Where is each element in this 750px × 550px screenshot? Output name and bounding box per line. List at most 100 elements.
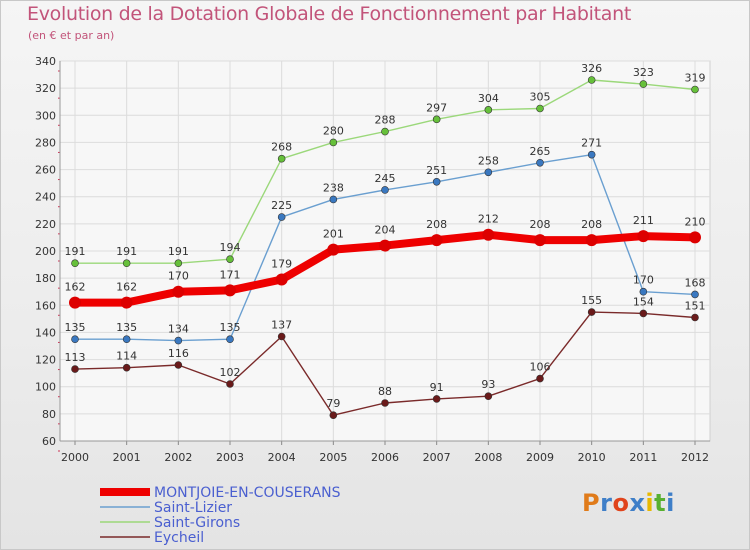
- y-tick-label: 220: [35, 218, 56, 231]
- data-point-montjoie-en-couserans: [224, 284, 236, 297]
- data-label-eycheil: 151: [685, 300, 706, 313]
- data-label-saint-lizier: 135: [65, 321, 86, 334]
- data-label-eycheil: 93: [481, 378, 495, 391]
- proxiti-logo: Proxiti: [582, 489, 675, 517]
- data-point-saint-lizier: [277, 213, 286, 221]
- data-point-saint-lizier: [329, 195, 338, 204]
- legend-label-montjoie-en-couserans: MONTJOIE-EN-COUSERANS: [154, 485, 341, 501]
- legend-label-saint-girons: Saint-Girons: [154, 515, 240, 531]
- data-point-saint-girons: [71, 259, 79, 268]
- x-tick-label: 2008: [474, 451, 502, 464]
- data-label-saint-girons: 326: [581, 62, 602, 75]
- x-tick-label: 2002: [164, 451, 192, 464]
- data-point-saint-girons: [691, 85, 699, 94]
- chart-subtitle: (en € et par an): [28, 29, 115, 42]
- data-label-saint-girons: 305: [530, 91, 551, 104]
- data-point-saint-lizier: [484, 168, 493, 177]
- data-point-saint-lizier: [432, 177, 441, 186]
- data-label-saint-girons: 280: [323, 124, 344, 137]
- y-tick-label: 60: [42, 435, 56, 448]
- legend-label-eycheil: Eycheil: [154, 530, 204, 546]
- data-point-montjoie-en-couserans: [430, 234, 443, 247]
- data-point-saint-lizier: [691, 290, 699, 299]
- data-point-eycheil: [329, 411, 338, 420]
- data-point-saint-lizier: [71, 335, 79, 344]
- y-tick-label: 120: [35, 354, 56, 367]
- data-label-montjoie-en-couserans: 211: [633, 214, 654, 227]
- data-point-eycheil: [691, 313, 699, 322]
- data-point-montjoie-en-couserans: [585, 234, 598, 247]
- data-label-saint-lizier: 258: [478, 154, 499, 167]
- data-point-saint-lizier: [381, 186, 389, 194]
- y-tick-label: 100: [35, 381, 56, 394]
- data-label-eycheil: 116: [168, 347, 189, 360]
- data-point-montjoie-en-couserans: [482, 228, 495, 241]
- data-label-saint-lizier: 238: [323, 181, 344, 194]
- data-point-montjoie-en-couserans: [327, 243, 340, 256]
- y-tick-label: 300: [35, 109, 56, 122]
- data-label-montjoie-en-couserans: 171: [220, 268, 241, 281]
- data-label-montjoie-en-couserans: 162: [65, 281, 86, 294]
- data-point-montjoie-en-couserans: [534, 234, 546, 247]
- data-label-montjoie-en-couserans: 208: [426, 218, 447, 231]
- data-label-saint-girons: 268: [271, 141, 292, 154]
- data-point-montjoie-en-couserans: [379, 239, 391, 252]
- data-point-saint-girons: [536, 104, 544, 113]
- y-tick-label: 340: [35, 55, 56, 68]
- logo-letter: t: [654, 489, 667, 517]
- data-label-saint-girons: 323: [633, 66, 654, 79]
- y-tick-label: 180: [35, 272, 56, 285]
- data-point-saint-lizier: [587, 150, 596, 159]
- data-point-eycheil: [484, 392, 493, 401]
- data-point-saint-girons: [432, 115, 441, 124]
- logo-letter: r: [600, 489, 613, 517]
- data-label-eycheil: 137: [271, 319, 292, 332]
- data-label-montjoie-en-couserans: 162: [116, 281, 137, 294]
- data-point-eycheil: [71, 365, 79, 373]
- x-tick-label: 2012: [681, 451, 709, 464]
- data-point-montjoie-en-couserans: [120, 296, 133, 309]
- data-point-saint-lizier: [226, 335, 234, 344]
- x-tick-label: 2006: [371, 451, 399, 464]
- data-label-eycheil: 154: [633, 295, 654, 308]
- data-point-saint-girons: [639, 80, 648, 88]
- data-label-eycheil: 88: [378, 385, 392, 398]
- data-point-saint-girons: [484, 106, 493, 114]
- y-tick-label: 320: [35, 82, 56, 95]
- data-label-saint-girons: 194: [220, 241, 241, 254]
- data-point-saint-girons: [174, 259, 183, 268]
- logo-letter: i: [666, 489, 675, 517]
- data-point-eycheil: [587, 308, 596, 316]
- data-label-eycheil: 106: [530, 361, 551, 374]
- x-tick-label: 2000: [61, 451, 89, 464]
- data-label-eycheil: 91: [430, 381, 444, 394]
- data-point-eycheil: [432, 395, 441, 403]
- data-label-saint-lizier: 135: [116, 321, 137, 334]
- data-point-saint-girons: [122, 259, 131, 268]
- data-point-eycheil: [174, 361, 183, 369]
- data-point-eycheil: [122, 363, 131, 372]
- data-label-montjoie-en-couserans: 210: [685, 215, 706, 228]
- y-tick-label: 280: [35, 136, 56, 149]
- data-label-saint-girons: 297: [426, 101, 447, 114]
- x-tick-label: 2010: [578, 451, 606, 464]
- data-label-eycheil: 79: [326, 397, 340, 410]
- data-point-saint-girons: [329, 138, 338, 147]
- data-label-montjoie-en-couserans: 208: [530, 218, 551, 231]
- data-label-saint-lizier: 168: [685, 276, 706, 289]
- x-tick-label: 2005: [319, 451, 347, 464]
- x-tick-label: 2007: [423, 451, 451, 464]
- data-point-montjoie-en-couserans: [69, 296, 81, 309]
- data-point-saint-lizier: [122, 335, 131, 344]
- y-tick-label: 200: [35, 245, 56, 258]
- y-tick-label: 140: [35, 326, 56, 339]
- x-tick-label: 2003: [216, 451, 244, 464]
- data-label-saint-lizier: 225: [271, 199, 292, 212]
- data-label-montjoie-en-couserans: 170: [168, 270, 189, 283]
- data-label-saint-lizier: 251: [426, 164, 447, 177]
- data-label-saint-lizier: 135: [220, 321, 241, 334]
- data-label-saint-lizier: 271: [581, 137, 602, 150]
- data-point-saint-lizier: [174, 336, 183, 345]
- data-label-eycheil: 102: [220, 366, 241, 379]
